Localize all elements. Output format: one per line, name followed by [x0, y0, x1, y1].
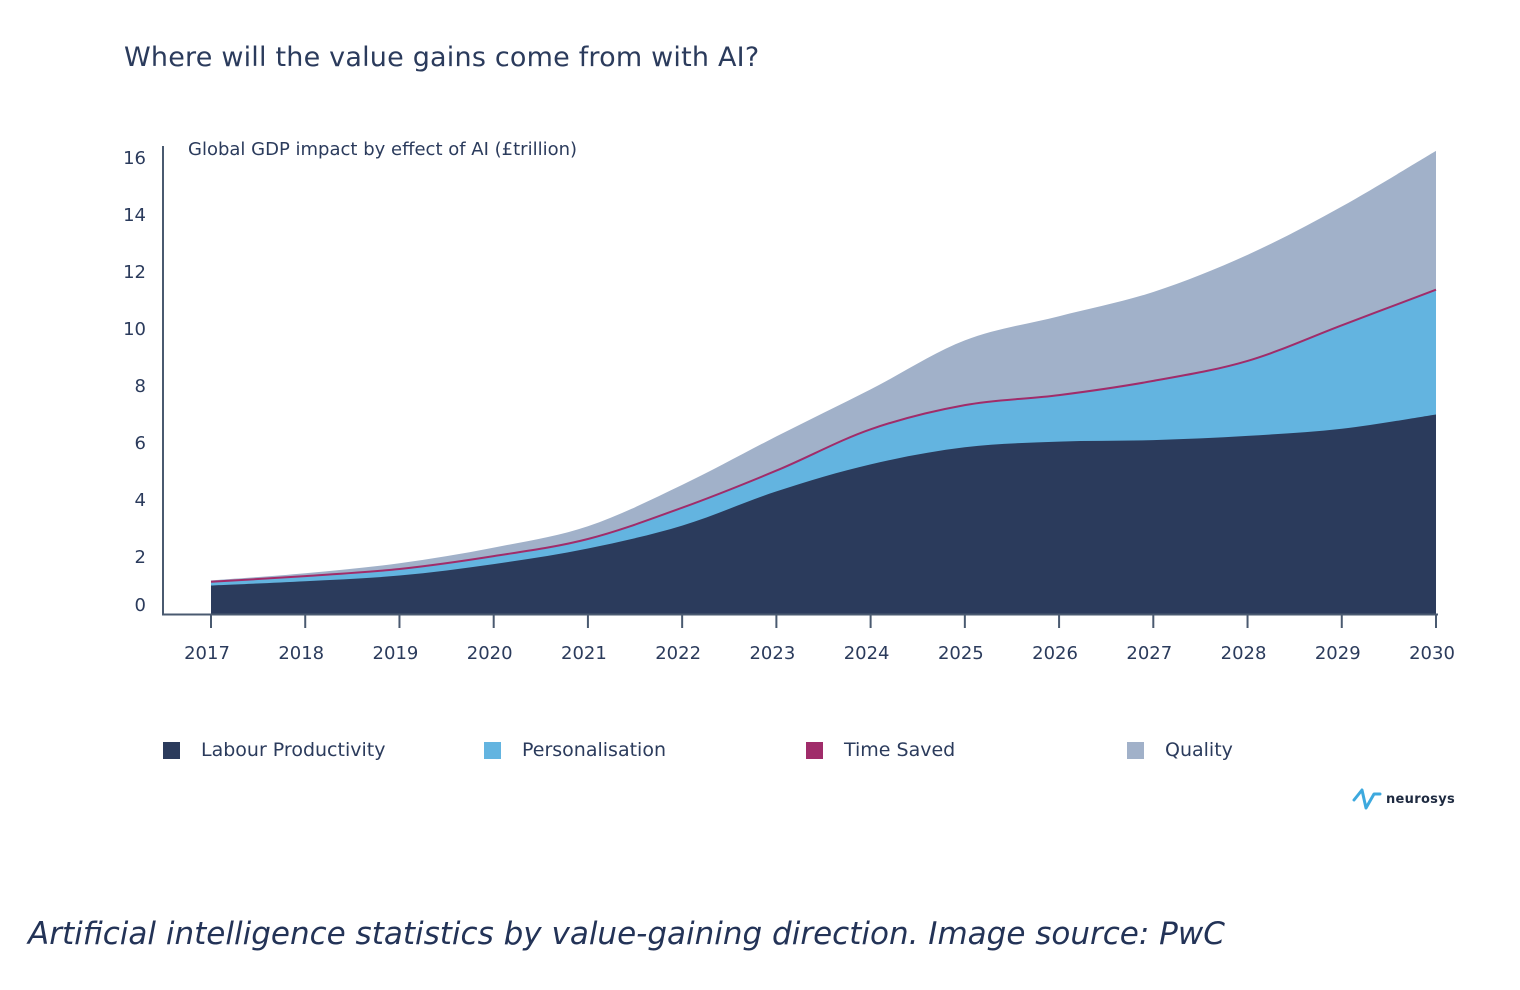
x-axis-ticks: 2017 2018 2019 2020 2021 2022 2023 2024 2025 2026… — [184, 615, 1455, 664]
x-tick-label: 2026 — [1032, 643, 1078, 664]
image-caption: Artificial intelligence statistics by va… — [28, 916, 1225, 952]
legend-label: Time Saved — [844, 739, 956, 761]
legend-item-time-saved: Time Saved — [806, 738, 955, 762]
x-tick-label: 2017 — [184, 643, 230, 664]
x-tick-label: 2028 — [1221, 643, 1267, 664]
legend-item-labour-productivity: Labour Productivity — [163, 738, 385, 762]
y-axis-label: Global GDP impact by effect of AI (£tril… — [188, 139, 577, 160]
x-tick-label: 2030 — [1409, 643, 1455, 664]
neurosys-logo: neurosys — [1352, 786, 1455, 812]
legend-label: Personalisation — [522, 739, 666, 761]
x-tick-label: 2022 — [655, 643, 701, 664]
y-tick-label: 16 — [123, 148, 146, 169]
legend-swatch — [484, 741, 501, 759]
legend-item-quality: Quality — [1127, 738, 1233, 762]
y-tick-label: 0 — [135, 595, 146, 616]
legend-swatch — [163, 741, 180, 759]
legend-swatch — [1127, 741, 1144, 759]
neurosys-logo-text: neurosys — [1386, 791, 1456, 807]
chart-title: Where will the value gains come from wit… — [124, 42, 760, 73]
y-tick-label: 2 — [135, 547, 146, 568]
legend-label: Labour Productivity — [201, 739, 386, 761]
y-tick-label: 14 — [123, 205, 146, 226]
neurosys-logo-icon — [1352, 788, 1382, 810]
x-tick-label: 2018 — [278, 643, 324, 664]
x-tick-label: 2020 — [467, 643, 513, 664]
y-axis-ticks: 0 2 4 6 8 10 12 14 16 — [123, 148, 146, 616]
y-tick-label: 8 — [135, 376, 146, 397]
area-labour-productivity — [211, 414, 1436, 614]
line-time-saved — [210, 288, 1437, 583]
y-tick-label: 4 — [135, 490, 146, 511]
y-tick-label: 12 — [123, 262, 146, 283]
x-tick-label: 2019 — [373, 643, 419, 664]
y-tick-label: 10 — [123, 319, 146, 340]
chart-axes — [162, 146, 1438, 616]
legend-label: Quality — [1165, 739, 1233, 761]
x-tick-label: 2029 — [1315, 643, 1361, 664]
legend-item-personalisation: Personalisation — [484, 738, 666, 762]
chart-areas — [210, 150, 1437, 614]
x-tick-label: 2023 — [749, 643, 795, 664]
y-tick-label: 6 — [135, 433, 146, 454]
x-tick-label: 2024 — [844, 643, 890, 664]
x-tick-label: 2021 — [561, 643, 607, 664]
x-tick-label: 2027 — [1126, 643, 1172, 664]
x-tick-label: 2025 — [938, 643, 984, 664]
legend-swatch — [806, 741, 823, 759]
